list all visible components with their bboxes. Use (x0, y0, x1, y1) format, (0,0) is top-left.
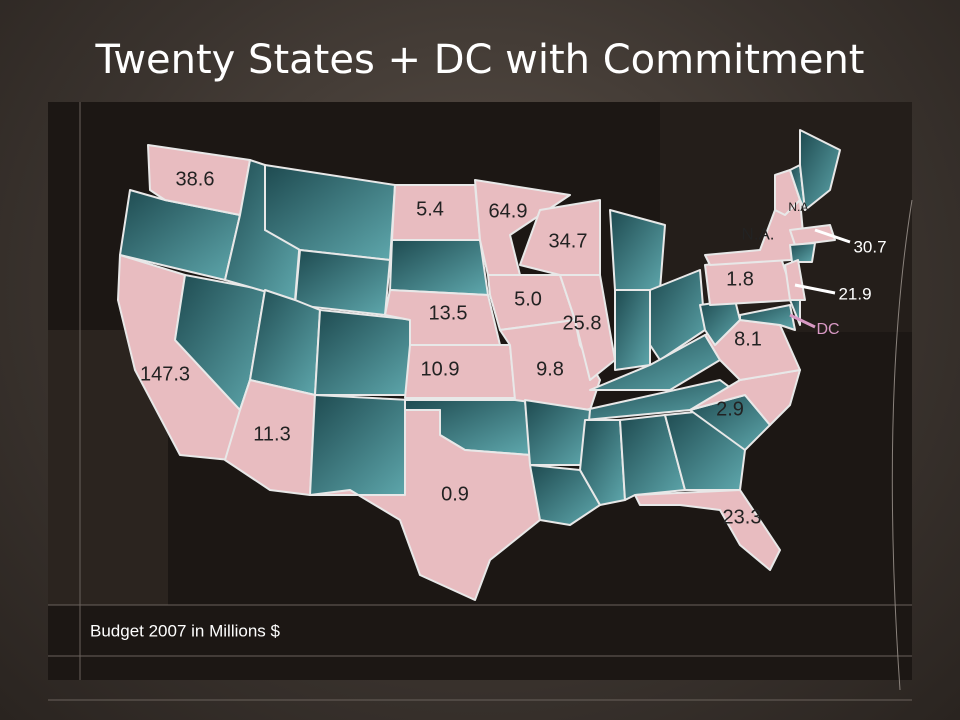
state (789, 224, 836, 246)
state (309, 409, 541, 601)
state (799, 129, 841, 211)
state-label: 9.8 (536, 358, 564, 380)
leader-line (794, 283, 836, 295)
state (524, 399, 591, 466)
state (147, 144, 251, 216)
state-label: 0.9 (441, 483, 469, 505)
state-label: 11.3 (253, 423, 290, 445)
state-label: DC (816, 321, 839, 338)
state-label: 30.7 (853, 237, 886, 256)
state (789, 242, 816, 263)
map (117, 129, 841, 601)
state-label: 25.8 (563, 312, 602, 334)
state-label: 2.9 (716, 398, 744, 420)
leader-line (789, 313, 816, 329)
state (529, 464, 601, 526)
state-label: 13.5 (429, 302, 468, 324)
state-label: 147.3 (140, 363, 190, 385)
state-label: 1.8 (726, 268, 754, 290)
state-label: 10.9 (421, 358, 460, 380)
state-label: 23.3 (723, 506, 762, 528)
state (559, 274, 616, 381)
state (309, 394, 411, 496)
state-label: 64.9 (489, 200, 528, 222)
state-label: N.A. (788, 200, 811, 214)
state-label: 5.4 (416, 198, 444, 220)
state (739, 304, 796, 331)
state (609, 209, 666, 291)
state (649, 269, 706, 361)
leader-line (814, 228, 851, 244)
state (784, 259, 806, 301)
state (314, 309, 416, 396)
state-label: N.A. (741, 224, 774, 243)
decor-curve (891, 199, 913, 691)
state (389, 239, 489, 296)
leaders (789, 228, 851, 329)
state-label: 38.6 (176, 168, 215, 190)
labels: 38.6 5.4 64.9 34.7 N.A. N.A. 30.7 1.8 21.9 DC 13.5… (140, 168, 887, 528)
caption: Budget 2007 in Millions $ (90, 621, 281, 640)
state-label: 21.9 (838, 284, 871, 303)
state-label: 5.0 (514, 288, 542, 310)
state-label: 8.1 (734, 328, 762, 350)
state (614, 289, 651, 371)
state (619, 414, 686, 501)
title: Twenty States + DC with Commitment (95, 37, 865, 83)
state (579, 419, 626, 506)
state-label: 34.7 (549, 230, 588, 252)
state (634, 489, 781, 571)
